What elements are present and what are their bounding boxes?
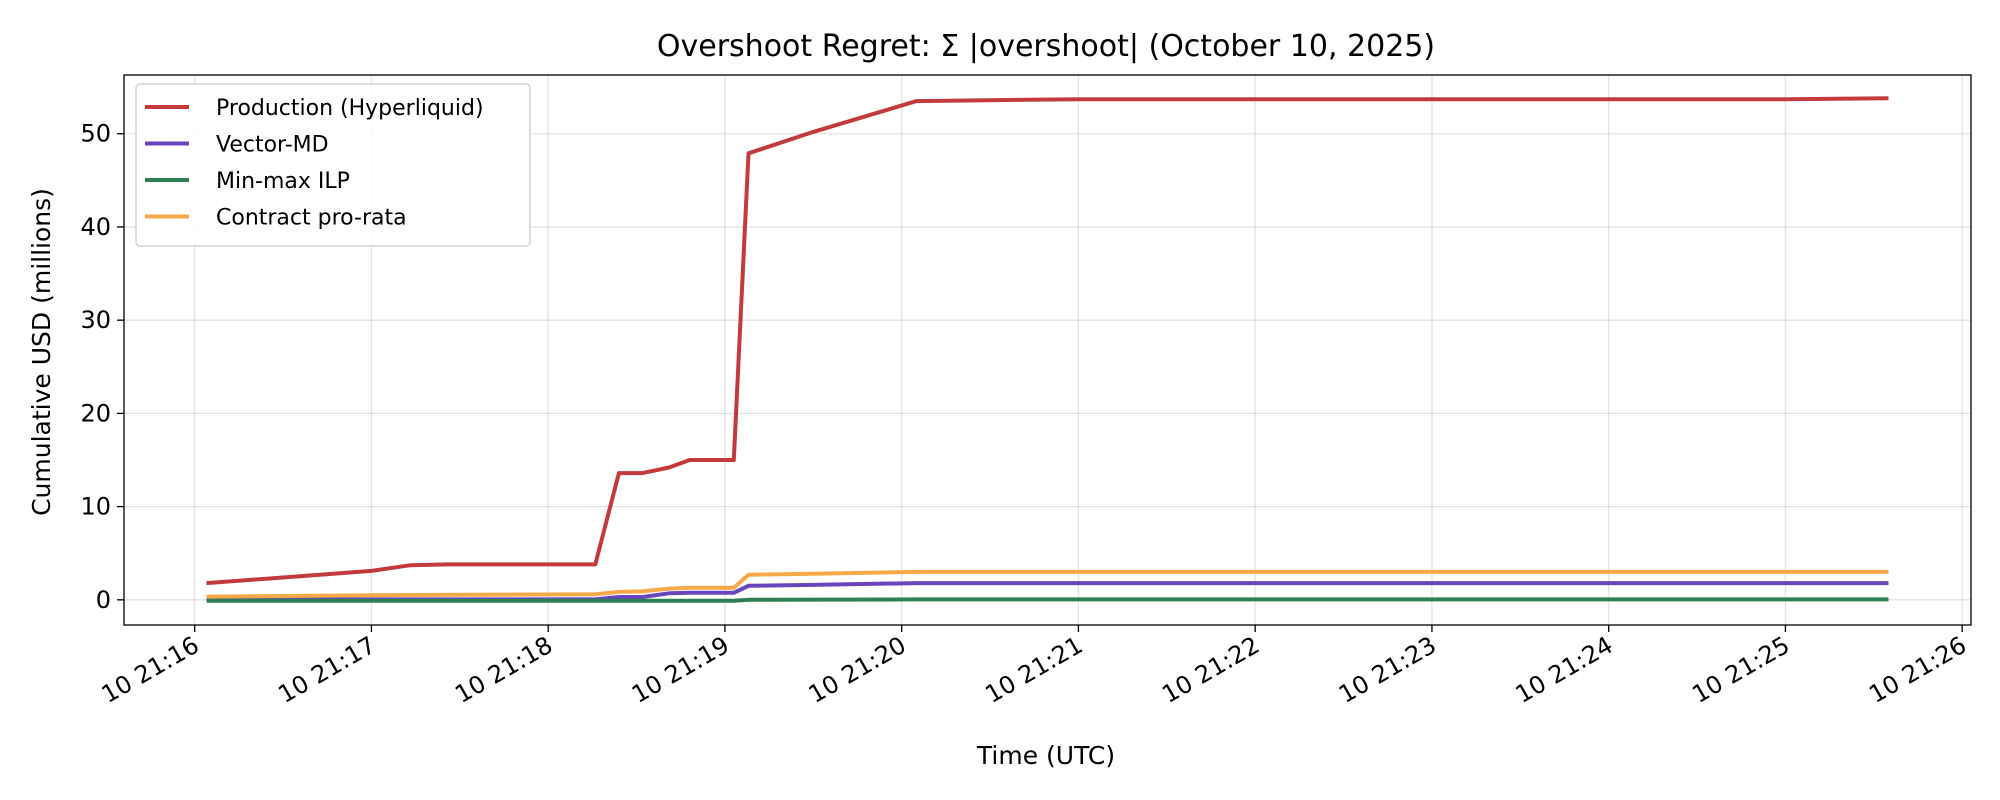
series-line-1: [206, 96, 1889, 586]
y-axis-title: Cumulative USD (millions): [27, 188, 56, 516]
chart-title: Overshoot Regret: Σ |overshoot| (October…: [657, 29, 1435, 64]
y-tick-label: 50: [80, 120, 111, 148]
series-line-3: [206, 597, 1889, 603]
y-tick-label: 0: [96, 586, 111, 614]
y-tick-label: 30: [80, 306, 111, 334]
y-tick-label: 40: [80, 213, 111, 241]
y-tick-label: 10: [80, 493, 111, 521]
legend: Production (Hyperliquid) Vector-MD Min-max…: [135, 83, 531, 247]
series-line-2: [206, 581, 1889, 602]
legend-label: Contract pro-rata: [216, 206, 407, 231]
series-line-4: [206, 569, 1889, 599]
y-tick-label: 20: [80, 399, 111, 427]
series-layer: [206, 96, 1889, 603]
legend-label: Min-max ILP: [216, 169, 350, 194]
legend-label: Production (Hyperliquid): [216, 96, 484, 121]
legend-label: Vector-MD: [216, 133, 329, 158]
plot-frame: [123, 74, 1972, 626]
legend-box: [135, 83, 531, 247]
x-axis-title: Time (UTC): [976, 741, 1115, 770]
